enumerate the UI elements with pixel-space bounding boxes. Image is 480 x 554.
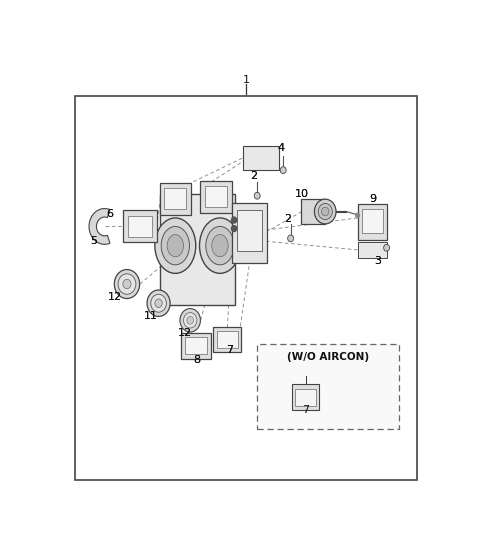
Circle shape [231, 217, 237, 223]
Text: 12: 12 [108, 292, 122, 302]
Text: 7: 7 [226, 345, 233, 355]
Text: 2: 2 [250, 171, 257, 181]
Bar [295, 388, 316, 406]
Ellipse shape [123, 279, 131, 289]
Text: 3: 3 [374, 256, 382, 266]
Ellipse shape [206, 227, 234, 265]
Text: 8: 8 [193, 355, 201, 365]
Text: 7: 7 [226, 345, 233, 355]
Circle shape [280, 167, 286, 173]
Ellipse shape [180, 309, 201, 332]
Text: 5: 5 [90, 237, 97, 247]
Ellipse shape [155, 299, 162, 307]
Bar [160, 194, 235, 305]
Wedge shape [89, 208, 110, 244]
Bar [205, 186, 228, 207]
Bar [301, 199, 325, 224]
Bar [123, 211, 156, 243]
Ellipse shape [161, 227, 190, 265]
Circle shape [254, 192, 260, 199]
Ellipse shape [114, 270, 140, 299]
Text: 2: 2 [284, 214, 291, 224]
Text: 5: 5 [90, 237, 97, 247]
Text: 6: 6 [107, 209, 114, 219]
Text: 2: 2 [250, 171, 257, 181]
Circle shape [288, 235, 294, 242]
Bar [164, 188, 186, 209]
Ellipse shape [147, 290, 170, 316]
Text: 10: 10 [295, 189, 309, 199]
Text: 2: 2 [284, 214, 291, 224]
Text: 7: 7 [302, 405, 309, 415]
Bar [362, 209, 383, 233]
Bar [358, 204, 387, 240]
Text: 12: 12 [178, 328, 192, 338]
Bar [232, 203, 267, 263]
Text: 9: 9 [370, 194, 377, 204]
Bar [243, 146, 278, 170]
Ellipse shape [212, 234, 228, 257]
Bar [128, 216, 152, 237]
Ellipse shape [200, 218, 240, 273]
Ellipse shape [167, 234, 183, 257]
Ellipse shape [155, 218, 196, 273]
Ellipse shape [187, 316, 193, 324]
Bar [237, 211, 263, 251]
Text: 9: 9 [370, 194, 377, 204]
Text: 1: 1 [242, 75, 250, 85]
Text: 6: 6 [107, 209, 114, 219]
Text: 12: 12 [178, 328, 192, 338]
Text: 4: 4 [278, 142, 285, 152]
Text: 11: 11 [144, 311, 157, 321]
Text: 3: 3 [374, 256, 382, 266]
Circle shape [356, 213, 360, 218]
Bar [291, 384, 320, 410]
Bar [159, 183, 191, 215]
Bar [214, 327, 241, 352]
Bar [358, 242, 387, 258]
Ellipse shape [322, 207, 329, 216]
Circle shape [231, 225, 237, 232]
Text: 11: 11 [144, 311, 157, 321]
Bar [185, 337, 206, 355]
Text: (W/O AIRCON): (W/O AIRCON) [287, 352, 369, 362]
Ellipse shape [183, 312, 197, 328]
Ellipse shape [151, 294, 167, 312]
Bar [181, 333, 211, 358]
Bar [201, 181, 232, 213]
Text: 10: 10 [295, 189, 309, 199]
Ellipse shape [118, 274, 136, 294]
Ellipse shape [318, 203, 332, 219]
FancyBboxPatch shape [257, 343, 398, 429]
Ellipse shape [314, 199, 336, 224]
Bar [217, 331, 238, 348]
Circle shape [384, 244, 390, 251]
Text: 8: 8 [193, 355, 201, 365]
Text: 12: 12 [108, 292, 122, 302]
Text: 4: 4 [278, 142, 285, 152]
